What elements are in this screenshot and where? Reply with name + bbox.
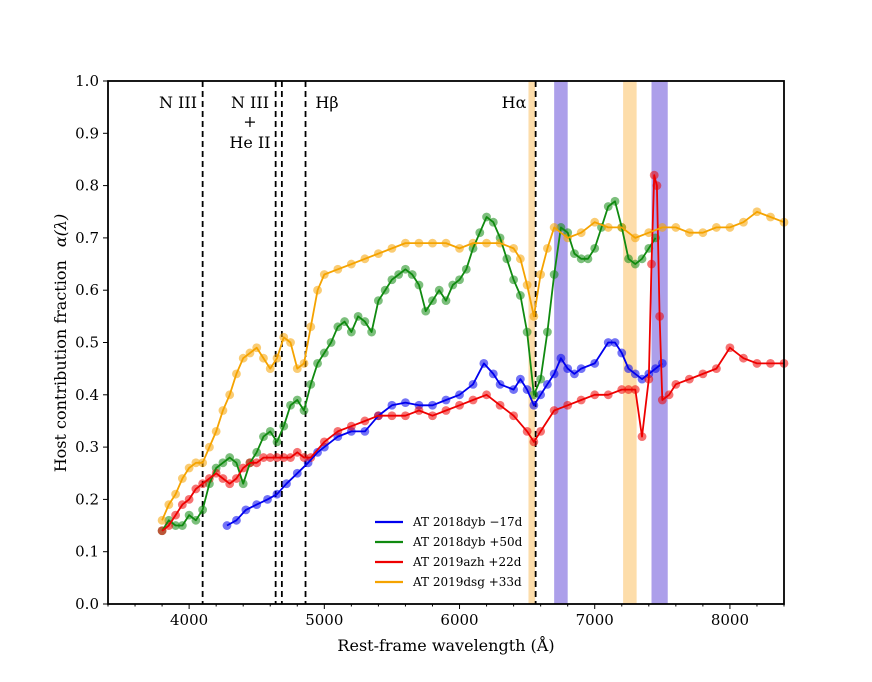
legend-label-0: AT 2018dyb −17d	[412, 515, 523, 529]
x-tick-label: 4000	[170, 611, 208, 629]
annotation-halpha: Hα	[502, 93, 527, 112]
y-axis-ticks: 0.0 0.1 0.2 0.3 0.4 0.5 0.6 0.7 0.8 0.9 1.0	[75, 72, 108, 613]
annotation-he2: He II	[229, 133, 270, 152]
y-axis-label: Host contribution fraction	[51, 260, 70, 472]
y-tick-label: 0.5	[75, 334, 99, 352]
legend: AT 2018dyb −17d AT 2018dyb +50d AT 2019azh…	[375, 515, 523, 589]
annotation-n3-left: N III	[159, 93, 197, 112]
y-tick-label: 0.6	[75, 281, 99, 299]
y-tick-label: 0.0	[75, 595, 99, 613]
series-line-0	[226, 341, 663, 527]
x-tick-label: 7000	[576, 611, 614, 629]
shaded-bands	[528, 81, 668, 604]
x-axis-label: Rest-frame wavelength (Å)	[337, 635, 554, 655]
x-axis-ticks: 4000 5000 6000 7000 8000	[107, 604, 785, 629]
smoothed-lines	[161, 174, 785, 532]
y-tick-label: 0.2	[75, 490, 99, 508]
annotation-n3-mid: N III	[231, 93, 269, 112]
y-axis-label-group: Host contribution fraction α(λ)	[51, 214, 70, 473]
point-series3-0	[157, 515, 167, 525]
point-series0-0	[222, 521, 232, 530]
svg-text:Host contribution fraction: Host contribution fraction α(λ)	[51, 214, 70, 473]
y-tick-label: 0.9	[75, 124, 99, 142]
shaded-band-2	[623, 81, 637, 604]
series-line-2	[161, 174, 784, 532]
data-points	[157, 170, 789, 536]
x-tick-label: 8000	[711, 611, 749, 629]
annotation-plus: +	[243, 112, 256, 131]
annotation-hbeta: Hβ	[315, 93, 338, 112]
legend-label-3: AT 2019dsg +33d	[412, 575, 522, 589]
y-tick-label: 0.8	[75, 177, 99, 195]
y-tick-label: 1.0	[75, 72, 99, 90]
shaded-band-0	[528, 81, 536, 604]
legend-label-2: AT 2019azh +22d	[412, 555, 522, 569]
y-tick-label: 0.4	[75, 386, 99, 404]
x-tick-label: 5000	[305, 611, 343, 629]
legend-label-1: AT 2018dyb +50d	[412, 535, 523, 549]
y-tick-label: 0.3	[75, 438, 99, 456]
y-axis-symbol: α(λ)	[51, 214, 70, 247]
series-line-3	[161, 210, 785, 521]
y-tick-label: 0.1	[75, 543, 99, 561]
y-tick-label: 0.7	[75, 229, 99, 247]
shaded-band-1	[554, 81, 568, 604]
series-line-1	[161, 200, 657, 532]
x-tick-label: 6000	[440, 611, 478, 629]
